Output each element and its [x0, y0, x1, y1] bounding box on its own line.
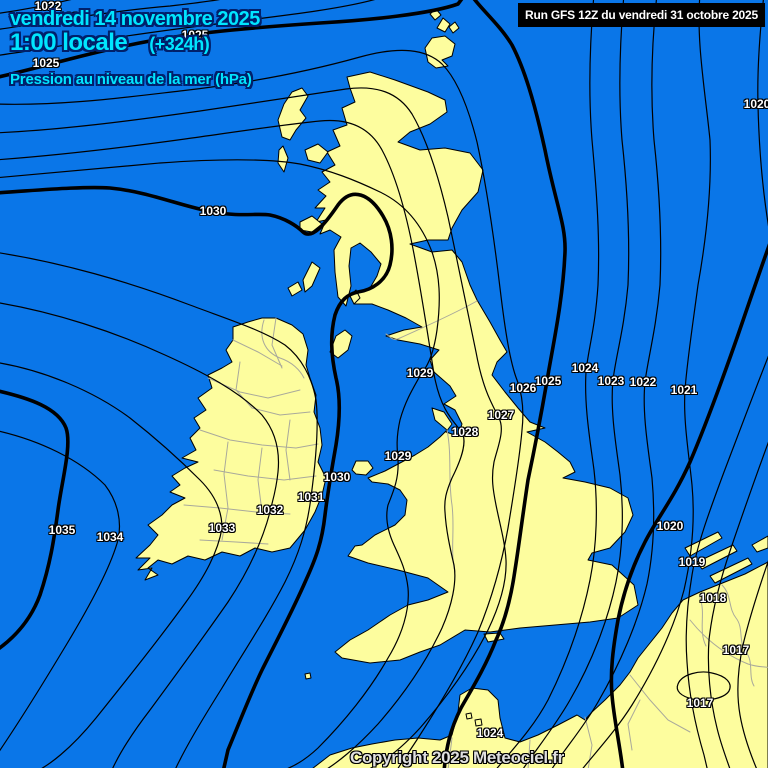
landmass-ireland [135, 317, 327, 581]
isobar-line-thin [496, 0, 600, 768]
landmasses [135, 8, 768, 768]
isobar-line-thin [685, 355, 768, 768]
landmass-scilly [304, 672, 312, 680]
isobar-line-thin [0, 0, 376, 56]
region-borders [183, 300, 768, 768]
isobar-line-thick [442, 0, 567, 768]
region-border-line [251, 407, 311, 416]
region-border-line [221, 441, 229, 541]
isobar-line-thin [0, 0, 221, 30]
region-border-line [629, 674, 691, 733]
map-header: vendredi 14 novembre 2025 1:00 locale (+3… [10, 8, 260, 88]
region-border-line [584, 716, 593, 768]
landmass-great-britain [314, 71, 639, 664]
isobar-line-thin [707, 441, 768, 768]
region-border-line [627, 699, 641, 751]
landmass-channel-island1 [465, 712, 473, 720]
isobar-line-thin [0, 159, 440, 768]
region-border-line [271, 317, 283, 369]
landmass-dutch-island4 [751, 535, 768, 553]
region-border-line [699, 597, 707, 647]
landmass-dutch-island3 [709, 557, 753, 584]
isobar-line-thin [737, 559, 768, 768]
isobar-line-thin [676, 671, 731, 701]
landmass-orkney-islet1 [436, 17, 451, 33]
region-border-line [447, 737, 453, 768]
region-border-line [689, 619, 768, 668]
landmass-dutch-island1 [684, 531, 723, 557]
region-border-line [527, 739, 531, 768]
isobar-line-thin [0, 430, 121, 752]
isobar-line-thin [0, 0, 72, 14]
isobar-line-thick [609, 243, 768, 768]
forecast-time: 1:00 locale (+324h) [10, 30, 260, 57]
model-run-badge: Run GFS 12Z du vendredi 31 octobre 2025 [518, 3, 765, 27]
landmass-anglesey [351, 460, 374, 476]
local-time: 1:00 locale [10, 29, 128, 56]
region-border-line [257, 447, 263, 513]
isobar-line-thin [0, 302, 280, 768]
landmass-islay2 [287, 281, 303, 297]
isobar-line-thin [0, 362, 223, 768]
isobar-line-thin [0, 119, 465, 768]
landmass-orkney-islet2 [448, 21, 460, 34]
region-border-line [385, 300, 478, 340]
forecast-offset: (+324h) [149, 34, 210, 54]
region-border-line [232, 339, 283, 367]
region-border-line [261, 319, 305, 379]
region-border-line [446, 429, 456, 573]
landmass-hebrides-lewis [277, 87, 309, 141]
isobar-line-thick [0, 0, 464, 79]
region-border-line [285, 419, 291, 481]
forecast-date: vendredi 14 novembre 2025 [10, 8, 260, 30]
landmass-islay-jura [302, 261, 321, 293]
landmass-channel-island2 [474, 718, 483, 727]
isobar-line-thin [757, 0, 768, 227]
landmass-skye [304, 143, 329, 164]
isobar-line-thin [0, 252, 318, 768]
isobar-line-thin [0, 49, 524, 768]
copyright-text: Copyright 2025 Meteociel.fr [350, 748, 564, 767]
landmass-isle-of-man [329, 329, 353, 359]
map-subtitle: Pression au niveau de la mer (hPa) [10, 71, 252, 88]
landmass-orkney-main [424, 35, 456, 69]
isobar-line-thin [582, 0, 711, 768]
region-border-line [213, 469, 317, 481]
region-border-line [199, 429, 319, 449]
region-border-line [199, 539, 269, 545]
landmass-hebrides-uist [277, 145, 289, 173]
landmass-dutch-island2 [696, 544, 738, 570]
isobar-line-thick [0, 389, 70, 650]
region-border-line [183, 504, 291, 515]
isobar-line-thick [0, 185, 394, 768]
isobar-line-thin [0, 87, 507, 768]
isobar-line-thin [522, 0, 630, 768]
region-border-line [721, 584, 755, 687]
